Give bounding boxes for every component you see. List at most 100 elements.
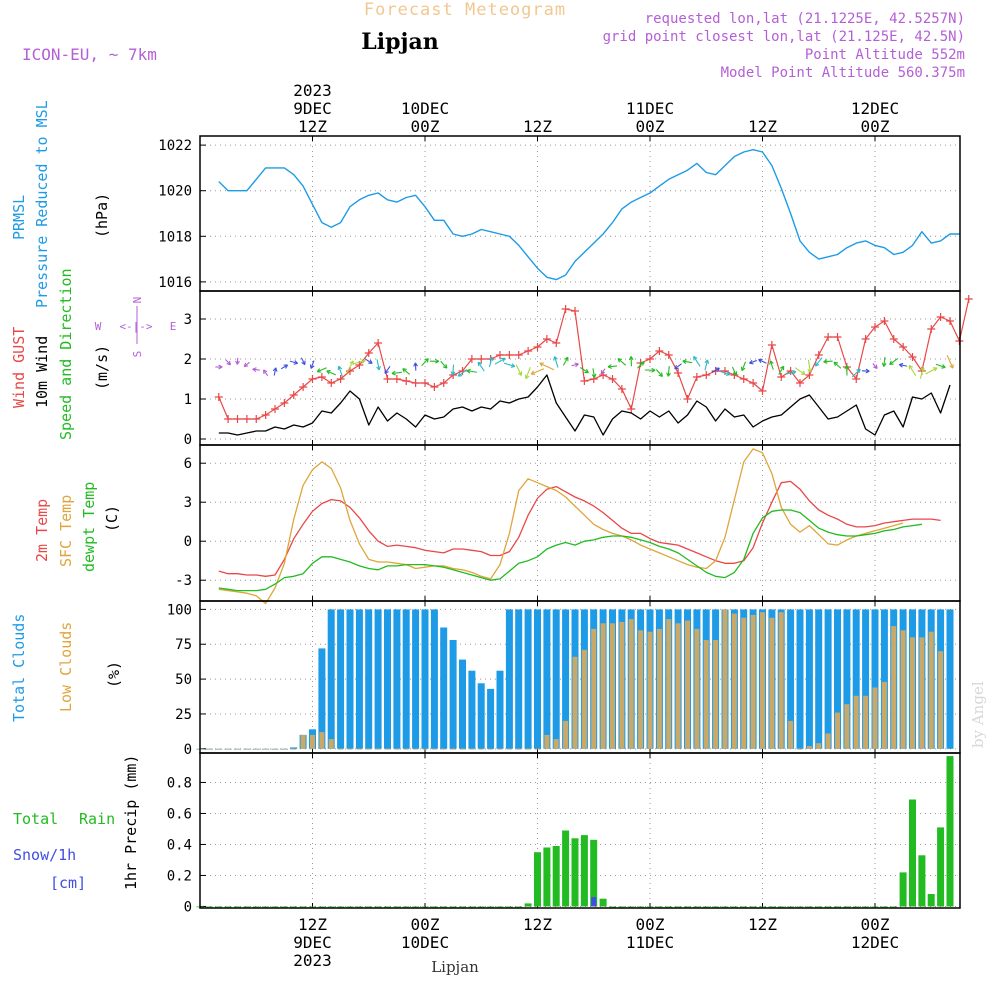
snow-label: Snow/1h — [13, 846, 76, 864]
wind-arrow-head — [791, 370, 797, 375]
pressure-reduced-label: Pressure Reduced to MSL — [33, 100, 51, 308]
ytick-label: 0.4 — [167, 837, 192, 853]
wind-arrow — [899, 364, 908, 367]
low-cloud-bar — [760, 612, 765, 749]
total-label: Total — [13, 810, 58, 828]
point-altitude: Point Altitude 552m — [805, 47, 965, 63]
rain-bar — [318, 906, 326, 908]
wind-arrow-head — [517, 371, 523, 376]
gust-marker — [561, 305, 570, 313]
rain-bar — [890, 906, 898, 908]
total-cloud-bar — [393, 609, 401, 749]
rain-bar — [768, 906, 776, 908]
low-cloud-bar — [216, 748, 222, 750]
low-cloud-bar — [544, 734, 550, 749]
wind-arrow-head — [402, 368, 407, 373]
rain-bar — [309, 906, 316, 908]
gridpoint-coords: grid point closest lon,lat (21.125E, 42.… — [603, 29, 965, 45]
gust-marker — [524, 347, 533, 355]
clouds-labels: Total Clouds Low Clouds (%) — [10, 614, 123, 722]
wind-arrow — [851, 368, 861, 378]
wind-arrow-head — [337, 365, 343, 371]
wind-arrow-head — [218, 364, 223, 370]
gust-marker — [364, 349, 373, 357]
rain-bar — [684, 906, 691, 908]
total-cloud-bar — [337, 609, 345, 749]
total-cloud-bar — [430, 609, 438, 749]
rain-bar — [299, 906, 307, 908]
rain-bar — [430, 906, 438, 908]
wind-arrow-head — [442, 364, 448, 369]
wind-arrow — [823, 360, 833, 363]
wind-arrow-head — [873, 364, 878, 370]
gust-marker — [336, 375, 345, 383]
wind-arrow-head — [682, 359, 687, 364]
rain-bar — [327, 906, 335, 908]
pressure-panel: 1016 1018 1020 1022 — [158, 135, 961, 292]
rain-bar — [899, 872, 907, 907]
gust-marker — [477, 355, 486, 363]
chart-title: Forecast Meteogram — [364, 0, 566, 20]
wind-arrow — [252, 368, 260, 371]
wind-arrow — [457, 369, 468, 377]
wind-arrow-head — [384, 369, 389, 374]
rain-bar — [402, 906, 410, 908]
wind-arrow — [580, 367, 589, 374]
low-cloud-bar — [835, 712, 840, 749]
wind-arrow — [731, 366, 737, 376]
gust-marker — [571, 307, 579, 315]
ytick-label: 0.6 — [167, 806, 192, 822]
wind-arrow-head — [628, 356, 634, 361]
rain-bar — [374, 906, 382, 908]
low-cloud-bar — [666, 619, 672, 749]
rain-bar — [843, 906, 851, 908]
wind-arrow — [376, 359, 380, 371]
gust-marker — [280, 399, 289, 407]
bottom-time-label: 12DEC — [851, 933, 899, 952]
wind-arrow — [592, 368, 596, 378]
rain-bar — [515, 906, 523, 908]
low-cloud-bar — [938, 651, 944, 749]
low-cloud-bar — [431, 748, 437, 750]
wind-arrow — [530, 368, 545, 375]
low-cloud-bar — [413, 748, 419, 750]
clouds-panel: 0 25 50 75 100 — [167, 600, 961, 758]
wind-arrow-head — [574, 362, 579, 368]
total-cloud-bar — [562, 609, 570, 749]
bottom-time-label: 11DEC — [626, 933, 674, 952]
wind-arrow — [704, 359, 709, 371]
bottom-time-label: 12Z — [523, 915, 552, 934]
low-cloud-bar — [291, 748, 297, 750]
wind-arrow-head — [435, 358, 440, 364]
wind-arrow-head — [391, 370, 396, 376]
rain-bar — [927, 894, 935, 907]
gust-marker — [936, 313, 945, 321]
low-cloud-bar — [910, 637, 915, 749]
low-cloud-bar — [422, 748, 428, 750]
wind-arrow-head — [607, 364, 612, 369]
bottom-time-label: 00Z — [861, 915, 890, 934]
wind-arrow — [346, 360, 354, 373]
gust-marker — [655, 347, 664, 355]
low-cloud-bar — [506, 748, 512, 750]
rain-bar — [459, 906, 466, 908]
rain-bar — [777, 906, 785, 908]
total-cloud-bar — [534, 609, 541, 749]
gust-marker — [796, 379, 804, 387]
gust-marker — [261, 411, 270, 419]
panel-frame — [199, 752, 961, 909]
wind-arrow-head — [932, 367, 938, 372]
wind-arrow-head — [283, 364, 289, 369]
total-cloud-bar — [515, 609, 523, 749]
precip-labels: Total Rain Snow/1h [cm] 1hr Precip (mm) — [13, 755, 140, 892]
rain-bar — [712, 906, 720, 908]
gust-marker — [880, 317, 889, 325]
gust-marker — [683, 395, 692, 403]
wind-arrow-head — [941, 364, 946, 369]
wind-arrow-head — [779, 365, 785, 371]
gust-marker — [439, 379, 448, 387]
rain-bar — [937, 827, 945, 907]
gust-marker — [627, 405, 636, 413]
wind-arrow — [421, 358, 429, 366]
